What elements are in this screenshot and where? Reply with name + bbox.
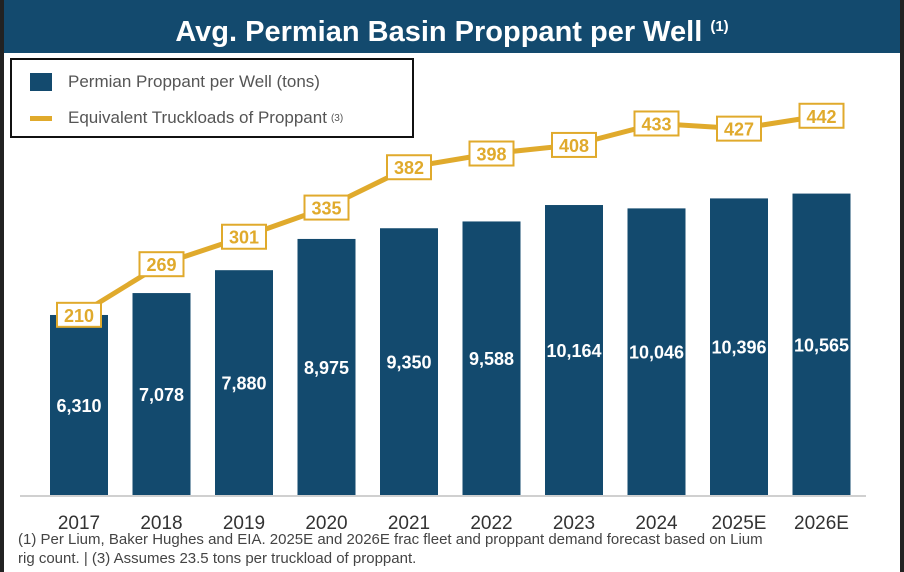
x-tick-2019: 2019 [223,513,265,534]
bar-2024 [627,208,686,495]
line-label-box-2021 [386,154,432,181]
line-label-box-2018 [138,251,185,278]
bar-2025E [710,198,768,496]
line-label-box-2023 [551,131,597,158]
bar-2018 [132,293,191,495]
bar-label-2018: 7,078 [139,385,184,405]
bar-2022 [462,221,521,496]
legend: Permian Proppant per Well (tons) Equival… [10,58,414,138]
right-edge [900,0,904,572]
line-label-2017: 210 [64,306,94,326]
line-label-2026E: 442 [806,107,836,127]
line-label-box-2020 [303,194,350,221]
x-tick-2018: 2018 [140,513,182,534]
line-label-box-2024 [633,110,680,137]
legend-item-bars: Permian Proppant per Well (tons) [30,72,320,92]
line-label-2021: 382 [394,158,424,178]
legend-swatch-bar [30,73,52,91]
legend-label-bars: Permian Proppant per Well (tons) [68,72,320,91]
legend-sup: (3) [330,112,344,124]
line-label-2023: 408 [559,136,589,156]
left-edge [0,0,4,572]
line-label-2019: 301 [229,228,259,248]
x-tick-2023: 2023 [553,513,595,534]
bar-label-2023: 10,164 [546,341,601,361]
title-sup: (1) [710,18,729,35]
bar-2023 [545,205,603,496]
title-text: Avg. Permian Basin Proppant per Well [175,16,703,48]
x-tick-2024: 2024 [635,513,678,534]
bar-label-2021: 9,350 [386,353,431,373]
line-label-box-2026E [798,102,845,129]
x-tick-2022: 2022 [470,513,512,534]
bar-label-2026E: 10,565 [794,335,849,355]
bar-2019 [215,270,273,495]
bar-label-2025E: 10,396 [711,338,766,358]
line-label-2025E: 427 [724,120,754,140]
x-tick-2026E: 2026E [794,513,849,534]
x-tick-2017: 2017 [58,513,100,534]
line-label-2022: 398 [476,145,506,165]
chart-title: Avg. Permian Basin Proppant per Well (1) [4,0,900,53]
bar-2026E [792,193,851,495]
bar-2020 [297,238,356,496]
line-label-2024: 433 [641,114,671,134]
bar-label-2019: 7,880 [221,374,266,394]
bar-2017 [50,314,108,495]
footnote: (1) Per Lium, Baker Hughes and EIA. 2025… [18,530,904,568]
x-tick-2025E: 2025E [712,513,767,534]
footnote-line-2: rig count. | (3) Assumes 23.5 tons per t… [18,550,417,567]
legend-label-line: Equivalent Truckloads of Proppant [68,108,327,127]
legend-item-line: Equivalent Truckloads of Proppant (3) [30,108,343,128]
line-label-box-2017 [56,301,102,328]
x-tick-2021: 2021 [388,513,430,534]
bar-label-2024: 10,046 [629,343,684,363]
bar-2021 [380,228,438,495]
bar-label-2017: 6,310 [56,396,101,416]
line-label-box-2025E [716,115,762,142]
line-label-box-2022 [468,140,515,167]
line-label-box-2019 [221,223,267,250]
legend-swatch-line [30,115,52,121]
truckloads-line [77,113,822,317]
x-tick-2020: 2020 [305,513,347,534]
line-label-2020: 335 [311,199,341,219]
bar-label-2020: 8,975 [304,358,349,378]
bar-label-2022: 9,588 [469,349,514,369]
footnote-line-1: (1) Per Lium, Baker Hughes and EIA. 2025… [18,531,763,548]
line-label-2018: 269 [146,255,176,275]
